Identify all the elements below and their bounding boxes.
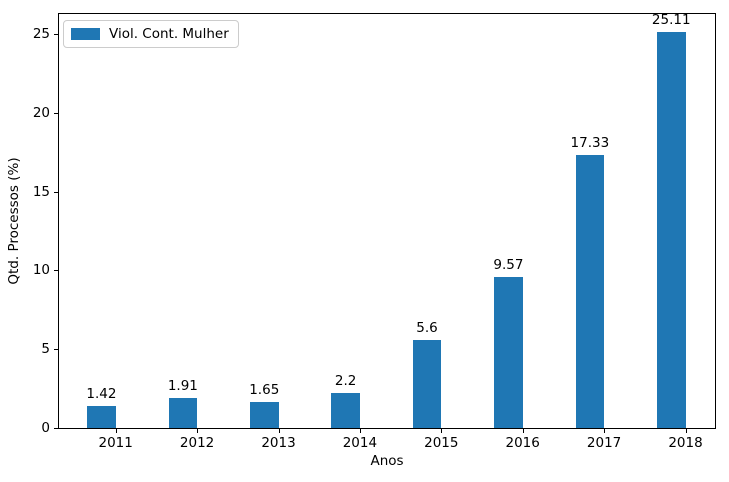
bar-value-label-2015: 5.6 xyxy=(416,319,438,336)
x-tick-mark-2018 xyxy=(685,429,687,433)
y-tick-label-10: 10 xyxy=(32,262,50,279)
x-tick-mark-2011 xyxy=(115,429,117,433)
bar-2018 xyxy=(657,32,686,428)
y-axis-label: Qtd. Processos (%) xyxy=(6,157,22,285)
bar-2013 xyxy=(250,402,279,428)
y-tick-mark-5 xyxy=(54,349,58,351)
bar-2015 xyxy=(412,339,442,428)
bar-2017 xyxy=(575,154,605,428)
y-tick-mark-10 xyxy=(54,270,58,272)
x-tick-label-2012: 2012 xyxy=(179,435,215,451)
bar-value-label-2013: 1.65 xyxy=(249,382,280,398)
x-tick-mark-2013 xyxy=(278,429,280,433)
bar-value-label-2014: 2.2 xyxy=(334,373,357,390)
bar-value-label-2018: 25.11 xyxy=(651,12,691,29)
plot-area: 1.42 1.91 1.65 2.2 5.6 9.57 17.33 25.11 Viol. C… xyxy=(58,12,716,429)
x-tick-mark-2017 xyxy=(604,429,606,433)
y-tick-mark-0 xyxy=(54,428,58,429)
y-tick-label-0: 0 xyxy=(41,420,50,436)
bar-2016 xyxy=(494,277,523,428)
bar-2011 xyxy=(87,405,116,428)
y-tick-label-5: 5 xyxy=(41,341,50,358)
y-tick-mark-25 xyxy=(54,33,58,35)
bar-value-label-2011: 1.42 xyxy=(86,385,117,402)
legend-label: Viol. Cont. Mulher xyxy=(109,26,229,42)
y-tick-mark-15 xyxy=(54,191,58,193)
legend: Viol. Cont. Mulher xyxy=(63,20,239,48)
x-tick-mark-2016 xyxy=(522,429,524,433)
x-tick-label-2014: 2014 xyxy=(342,435,378,451)
x-tick-mark-2014 xyxy=(359,429,361,433)
legend-swatch xyxy=(71,28,100,40)
bar-value-label-2012: 1.91 xyxy=(167,377,198,394)
x-tick-mark-2012 xyxy=(197,429,199,433)
x-tick-label-2011: 2011 xyxy=(98,435,133,451)
bar-2014 xyxy=(331,393,360,428)
bar-2012 xyxy=(168,397,198,428)
x-tick-label-2013: 2013 xyxy=(261,435,296,451)
y-tick-label-15: 15 xyxy=(32,183,50,200)
x-tick-label-2018: 2018 xyxy=(668,435,703,451)
bar-value-label-2017: 17.33 xyxy=(570,134,610,151)
y-tick-label-25: 25 xyxy=(32,25,50,42)
y-tick-label-20: 20 xyxy=(32,104,50,121)
x-tick-mark-2015 xyxy=(441,429,443,433)
x-tick-label-2016: 2016 xyxy=(505,435,540,451)
x-tick-label-2015: 2015 xyxy=(424,435,459,451)
bar-value-label-2016: 9.57 xyxy=(493,257,524,274)
x-tick-label-2017: 2017 xyxy=(586,435,622,451)
y-tick-mark-20 xyxy=(54,112,58,114)
x-axis-label: Anos xyxy=(370,453,404,469)
